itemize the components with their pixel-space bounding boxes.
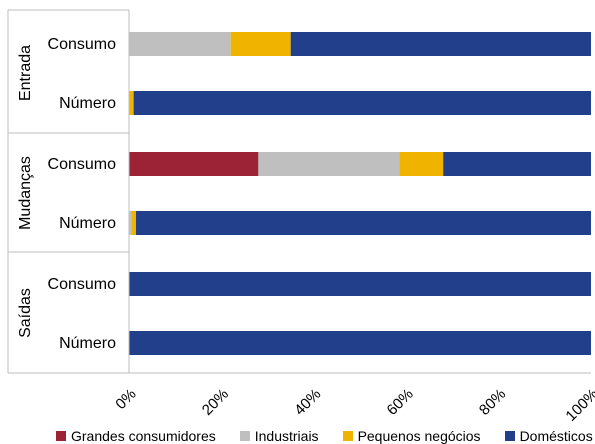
chart-legend: Grandes consumidores Industriais Pequenos … bbox=[56, 427, 593, 444]
bar-segment-pequenos-negócios-1 bbox=[129, 91, 134, 115]
legend-label-3: Domésticos bbox=[519, 427, 593, 444]
group-label-0: Entrada bbox=[17, 45, 34, 101]
x-tick-label-3: 60% bbox=[384, 386, 417, 419]
legend-swatch-2 bbox=[342, 430, 353, 441]
bar-segment-domésticos-1 bbox=[133, 91, 591, 115]
bar-segment-industriais-2 bbox=[258, 152, 400, 176]
legend-label-0: Grandes consumidores bbox=[71, 427, 216, 444]
bar-segment-industriais-0 bbox=[129, 32, 231, 56]
x-tick-label-2: 40% bbox=[291, 386, 324, 419]
bar-segment-pequenos-negócios-0 bbox=[230, 32, 291, 56]
legend-swatch-0 bbox=[56, 430, 66, 441]
row-label-2-5: Número bbox=[59, 335, 116, 352]
bar-segment-domésticos-3 bbox=[135, 211, 591, 235]
bar-segment-domésticos-5 bbox=[129, 331, 591, 355]
legend-item-1: Industriais bbox=[239, 427, 319, 444]
x-tick-label-4: 80% bbox=[476, 386, 509, 419]
group-label-2: Saídas bbox=[17, 288, 34, 338]
legend-item-3: Domésticos bbox=[504, 427, 593, 444]
row-label-0-0: Consumo bbox=[48, 36, 117, 53]
bar-segment-domésticos-4 bbox=[129, 272, 591, 296]
row-label-2-4: Consumo bbox=[48, 276, 117, 293]
legend-swatch-3 bbox=[504, 430, 515, 441]
bar-segment-pequenos-negócios-3 bbox=[131, 211, 136, 235]
row-label-1-3: Número bbox=[59, 215, 116, 232]
row-label-0-1: Número bbox=[59, 95, 116, 112]
legend-label-2: Pequenos negócios bbox=[357, 427, 481, 444]
legend-item-0: Grandes consumidores bbox=[56, 428, 216, 444]
x-tick-label-1: 20% bbox=[199, 386, 232, 419]
legend-swatch-1 bbox=[239, 430, 250, 441]
bar-segment-industriais-3 bbox=[129, 211, 132, 235]
row-label-1-2: Consumo bbox=[48, 156, 117, 173]
group-label-1: Mudanças bbox=[17, 156, 34, 230]
legend-item-2: Pequenos negócios bbox=[342, 427, 481, 444]
legend-label-1: Industriais bbox=[254, 427, 319, 444]
bar-segment-domésticos-2 bbox=[443, 152, 591, 176]
bar-segment-domésticos-0 bbox=[290, 32, 591, 56]
bar-segment-grandes-consumidores-2 bbox=[129, 152, 259, 176]
bar-segment-pequenos-negócios-2 bbox=[399, 152, 444, 176]
x-tick-label-0: 0% bbox=[112, 386, 139, 413]
x-tick-label-5: 100% bbox=[562, 386, 595, 425]
